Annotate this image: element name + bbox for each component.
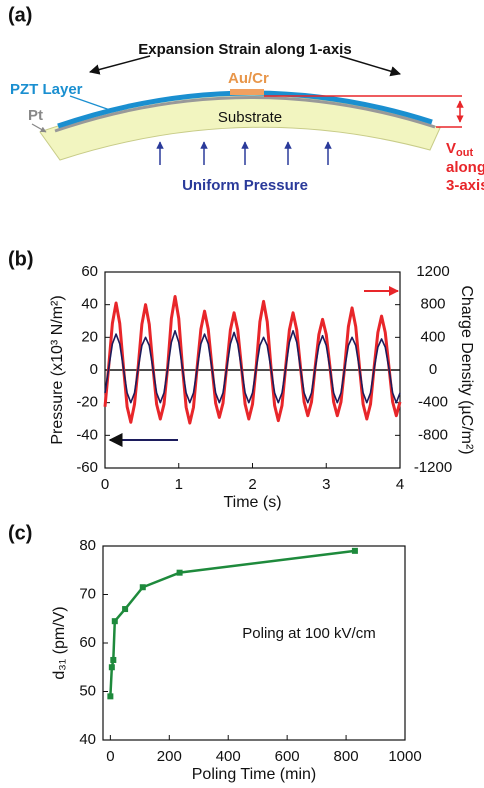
pzt-pointer bbox=[69, 95, 111, 111]
x-tick-label: 4 bbox=[396, 476, 404, 493]
x-tick-label: 0 bbox=[101, 476, 109, 493]
y-axis-label: d₃₁ (pm/V) bbox=[51, 606, 68, 679]
pt-pointer bbox=[31, 123, 47, 133]
y-tick-label: 40 bbox=[79, 731, 96, 748]
x-axis-label: Time (s) bbox=[223, 494, 281, 511]
vout-line: along bbox=[446, 159, 484, 176]
x-tick-label: 1 bbox=[175, 476, 183, 493]
y-tick-label: -20 bbox=[76, 394, 98, 411]
series-line bbox=[109, 549, 356, 697]
vout-label: Vout bbox=[446, 140, 473, 159]
electrode-label: Au/Cr bbox=[228, 70, 269, 87]
diagram-a: (a) Expansion Strain along 1-axis PZT La… bbox=[8, 4, 484, 194]
y2-tick-label: -400 bbox=[418, 394, 448, 411]
y-tick-label: 60 bbox=[79, 634, 96, 651]
y2-tick-label: 800 bbox=[420, 296, 445, 313]
y2-tick-label: 400 bbox=[420, 328, 445, 345]
marker bbox=[111, 618, 118, 625]
vout-symbol: V bbox=[446, 140, 456, 157]
strain-arrow bbox=[339, 55, 402, 77]
strain-arrow bbox=[88, 55, 151, 75]
panel-label: (c) bbox=[8, 522, 32, 544]
y2-tick-label: -800 bbox=[418, 426, 448, 443]
x-tick-label: 0 bbox=[106, 748, 114, 765]
y-tick-label: 80 bbox=[79, 537, 96, 554]
pressure-label: Uniform Pressure bbox=[182, 177, 308, 194]
x-tick-label: 200 bbox=[157, 748, 182, 765]
panel-label: (a) bbox=[8, 4, 32, 26]
x-tick-label: 800 bbox=[334, 748, 359, 765]
y2-tick-label: -1200 bbox=[414, 459, 452, 476]
y-tick-label: 70 bbox=[79, 585, 96, 602]
y-tick-label: 50 bbox=[79, 682, 96, 699]
marker bbox=[139, 584, 146, 591]
panel-label: (b) bbox=[8, 248, 34, 270]
x-tick-label: 400 bbox=[216, 748, 241, 765]
marker bbox=[110, 656, 117, 663]
y-axis-label: Pressure (x10³ N/m²) bbox=[49, 295, 66, 444]
y-tick-label: -60 bbox=[76, 459, 98, 476]
marker bbox=[176, 569, 183, 576]
pt-layer bbox=[54, 96, 436, 133]
series-line bbox=[104, 330, 401, 404]
pzt-label: PZT Layer bbox=[10, 81, 83, 98]
chart: (c) 0 200 400 600 800 1000 40 50 60 70 80 Poling Tim… bbox=[8, 522, 422, 783]
y-tick-label: 40 bbox=[81, 296, 98, 313]
marker bbox=[107, 693, 114, 700]
y2-tick-label: 1200 bbox=[416, 263, 449, 280]
vout-subscript: out bbox=[456, 147, 473, 159]
x-axis-label: Poling Time (min) bbox=[192, 766, 316, 783]
x-tick-label: 3 bbox=[322, 476, 330, 493]
annotation: Poling at 100 kV/cm bbox=[242, 625, 375, 642]
series-line bbox=[103, 295, 402, 425]
marker bbox=[108, 664, 115, 671]
marker bbox=[122, 606, 129, 613]
x-tick-label: 600 bbox=[275, 748, 300, 765]
pressure-arrows bbox=[156, 141, 332, 165]
substrate bbox=[39, 94, 441, 161]
marker bbox=[351, 547, 358, 554]
y2-axis-label: Charge Density (µC/m²) bbox=[458, 285, 475, 454]
strain-label: Expansion Strain along 1-axis bbox=[138, 41, 351, 58]
y-tick-label: 60 bbox=[81, 263, 98, 280]
chart: (b) 0 1 2 3 4 -60 -40 -20 0 20 40 60 -1200 -800 -400 0 40… bbox=[8, 248, 475, 511]
pt-label: Pt bbox=[28, 107, 43, 124]
x-tick-label: 1000 bbox=[388, 748, 421, 765]
plot-frame bbox=[102, 545, 406, 741]
y-tick-label: 0 bbox=[90, 361, 98, 378]
y-tick-label: -40 bbox=[76, 426, 98, 443]
y2-tick-label: 0 bbox=[429, 361, 437, 378]
x-tick-label: 2 bbox=[248, 476, 256, 493]
y-tick-label: 20 bbox=[81, 328, 98, 345]
vout-line: 3-axis bbox=[446, 177, 484, 194]
substrate-label: Substrate bbox=[218, 109, 282, 126]
electrode bbox=[230, 89, 264, 95]
